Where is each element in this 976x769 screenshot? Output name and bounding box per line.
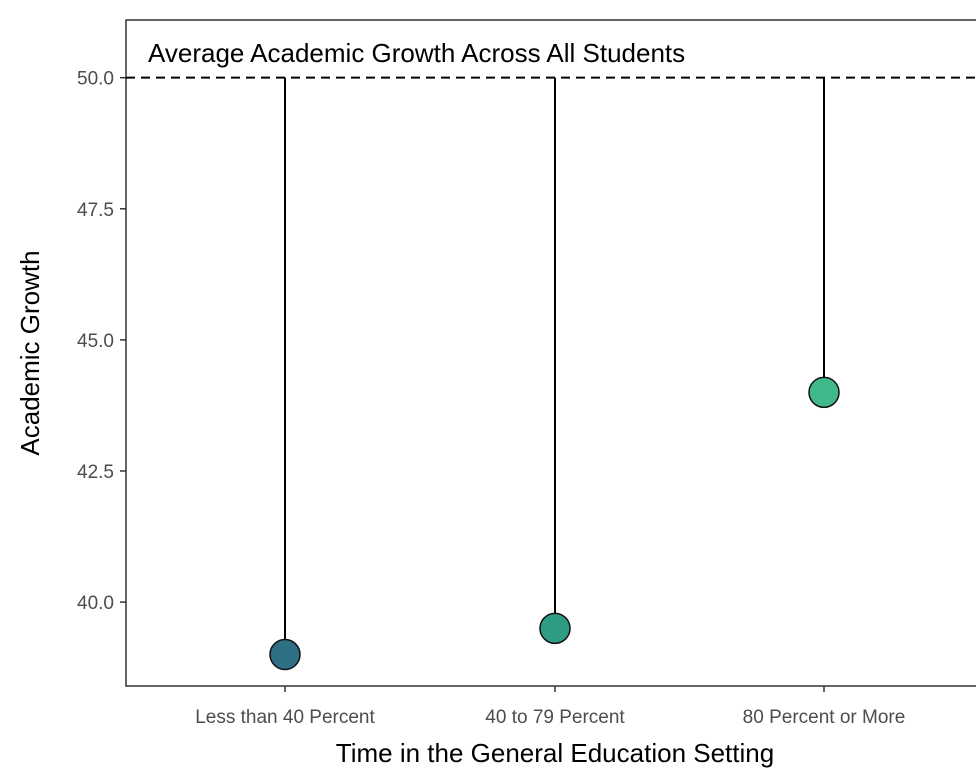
y-tick-label: 42.5 xyxy=(77,462,114,483)
y-tick-label: 45.0 xyxy=(77,331,114,352)
stems-layer xyxy=(284,77,825,655)
y-axis-title: Academic Growth xyxy=(15,250,45,455)
x-axis-title: Time in the General Education Setting xyxy=(336,738,774,768)
x-tick-label: 40 to 79 Percent xyxy=(485,707,625,728)
y-axis: 40.0 42.5 45.0 47.5 50.0 xyxy=(77,69,126,614)
points-layer xyxy=(269,376,840,671)
y-tick-label: 50.0 xyxy=(77,69,114,90)
x-axis: Less than 40 Percent 40 to 79 Percent 80 P… xyxy=(195,686,905,728)
y-tick-label: 47.5 xyxy=(77,200,114,221)
data-point-3 xyxy=(808,376,840,409)
plot-panel xyxy=(125,19,976,687)
reference-line-label: Average Academic Growth Across All Stude… xyxy=(148,38,685,68)
data-point-2 xyxy=(539,612,571,645)
x-tick-label: Less than 40 Percent xyxy=(195,707,375,728)
y-tick-label: 40.0 xyxy=(77,593,114,614)
data-point-1 xyxy=(269,638,301,671)
x-tick-label: 80 Percent or More xyxy=(743,707,906,728)
